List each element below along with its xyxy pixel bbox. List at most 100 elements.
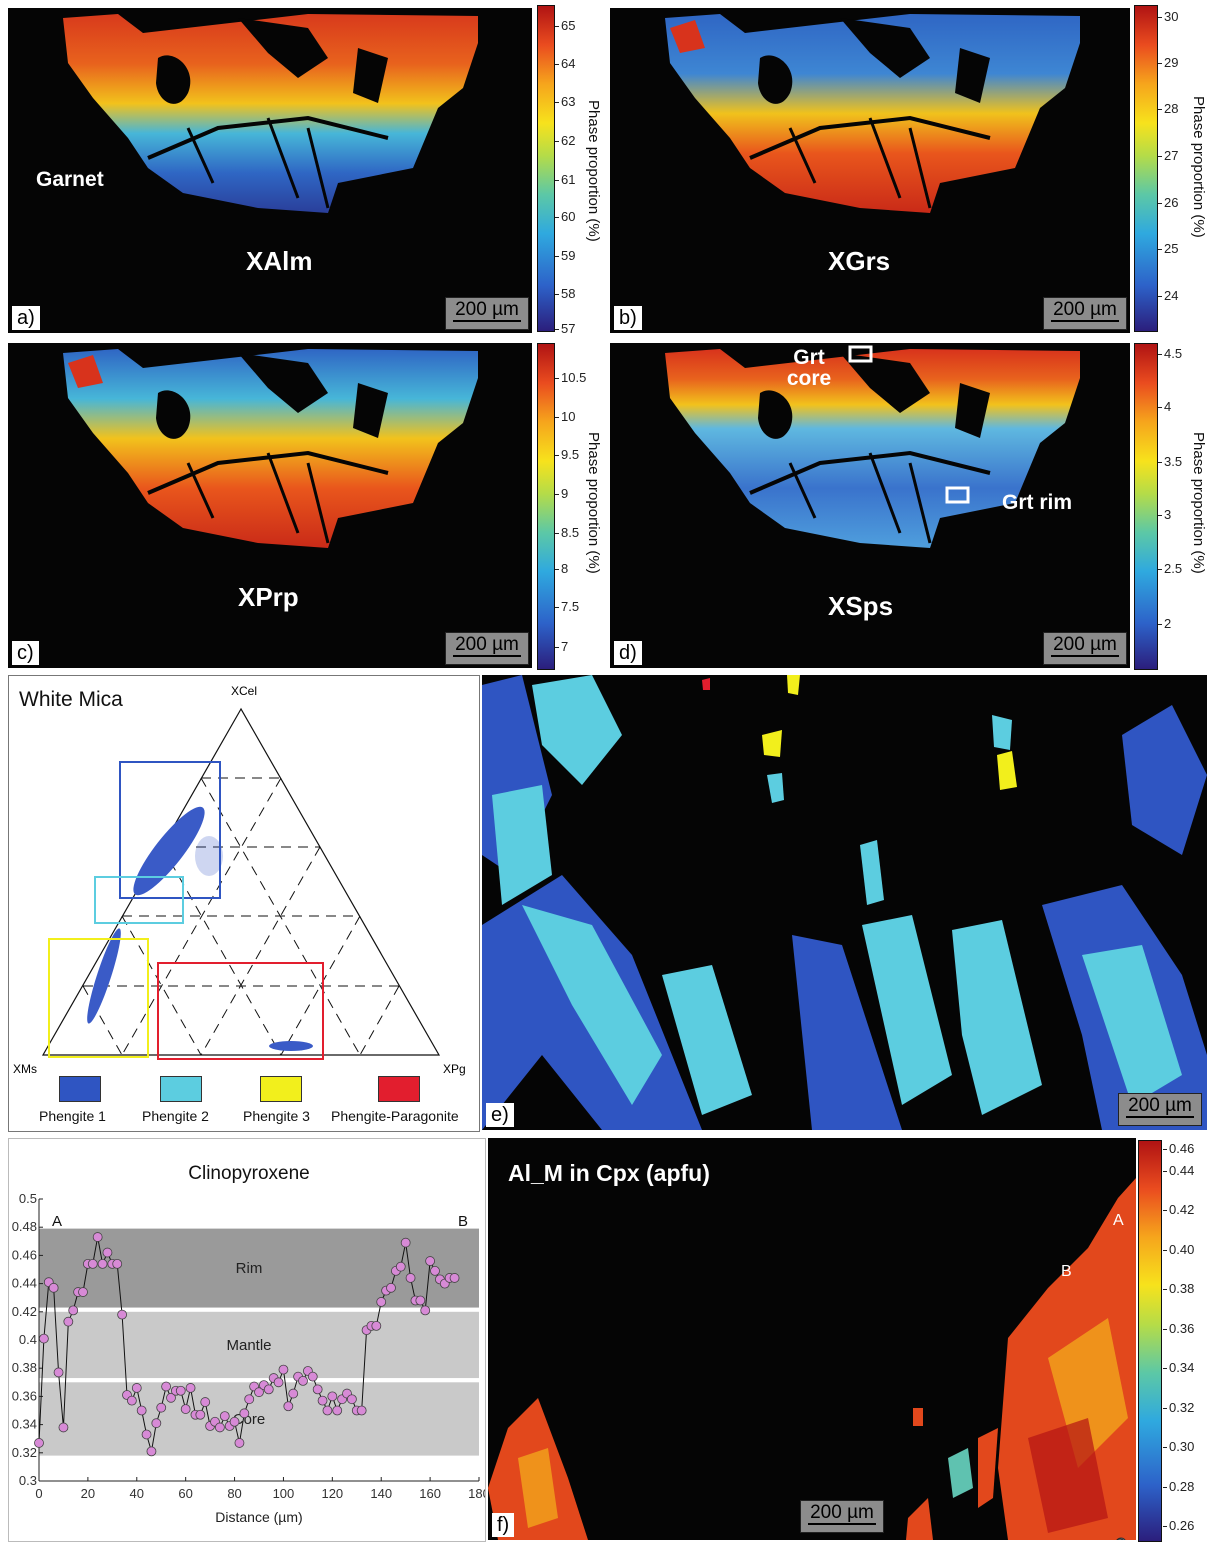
data-point — [425, 1256, 436, 1266]
apex-xms-label: XMs — [13, 1062, 37, 1076]
colorbar-tick: 64 — [554, 56, 576, 71]
band-label-mantle: Mantle — [226, 1337, 271, 1354]
scale-bar: 200 µm — [445, 632, 529, 665]
data-point — [200, 1397, 211, 1407]
grt-core-label-line1: Grt — [793, 346, 825, 369]
colorbar-tick: 61 — [554, 172, 576, 187]
data-point — [34, 1438, 44, 1448]
y-tick-label: 0.4 — [19, 1332, 37, 1347]
colorbar-c — [537, 343, 555, 670]
data-point — [254, 1387, 264, 1398]
data-point — [136, 1405, 147, 1416]
panel-letter-b: b) — [614, 306, 642, 330]
colorbar-tick: 25 — [1157, 241, 1179, 256]
colorbar-b-label: Phase proportion (%) — [1190, 96, 1207, 238]
data-point — [263, 1384, 274, 1395]
panel-d-title: XSps — [828, 591, 894, 621]
data-point — [405, 1273, 416, 1283]
white-mica-ternary-panel: White Mica XCel XMs XPg — [8, 675, 480, 1132]
colorbar-tick: 7.5 — [554, 599, 580, 614]
data-point — [307, 1371, 318, 1382]
data-point — [288, 1388, 299, 1399]
legend-swatch-phengite-1 — [59, 1076, 101, 1102]
map-panel-c: XPrp 200 µm c) — [8, 343, 532, 668]
panel-c-title: XPrp — [238, 582, 299, 612]
colorbar-tick: 58 — [554, 286, 576, 301]
colorbar-tick: 0.26 — [1162, 1518, 1195, 1533]
garnet-label: Garnet — [36, 168, 104, 191]
colorbar-tick: 7 — [554, 639, 569, 654]
colorbar-tick: 0.38 — [1162, 1281, 1195, 1296]
colorbar-tick: 29 — [1157, 55, 1179, 70]
data-point — [87, 1258, 98, 1269]
data-point — [78, 1287, 88, 1297]
legend-label: Phengite 2 — [142, 1108, 209, 1124]
data-point — [102, 1247, 113, 1258]
colorbar-c-label: Phase proportion (%) — [585, 432, 602, 574]
clinopyroxene-profile-panel: RimMantleCore0204060801001201401601800.3… — [8, 1138, 490, 1542]
apex-xpg-label: XPg — [443, 1062, 466, 1076]
data-point — [322, 1405, 333, 1416]
data-point — [346, 1394, 357, 1405]
data-point — [53, 1367, 64, 1378]
white-mica-title: White Mica — [19, 688, 123, 711]
data-point — [430, 1266, 440, 1276]
map-panel-d: Grt core Grt rim XSps 200 µm d) — [610, 343, 1130, 668]
colorbar-tick: 65 — [554, 18, 576, 33]
y-tick-label: 0.38 — [12, 1360, 37, 1375]
panel-letter-f: f) — [492, 1513, 515, 1537]
white-mica-map — [482, 675, 1207, 1130]
scale-bar: 200 µm — [1043, 632, 1127, 665]
panel-letter-c: c) — [12, 641, 39, 665]
colorbar-tick: 2 — [1157, 616, 1172, 631]
x-tick-label: 40 — [130, 1486, 144, 1501]
data-point — [63, 1316, 74, 1327]
data-point — [371, 1320, 382, 1331]
colorbar-tick: 0.46 — [1162, 1141, 1195, 1156]
corner-label-a: A — [52, 1213, 62, 1230]
x-tick-label: 60 — [178, 1486, 192, 1501]
data-point — [151, 1418, 162, 1429]
apex-xcel-label: XCel — [231, 684, 258, 698]
colorbar-d-label: Phase proportion (%) — [1190, 432, 1207, 574]
panel-a-title: XAlm — [246, 246, 313, 276]
colorbar-a-label: Phase proportion (%) — [585, 100, 602, 242]
data-point — [180, 1404, 191, 1414]
scale-bar: 200 µm — [1118, 1093, 1202, 1126]
colorbar-tick: 8.5 — [554, 525, 580, 540]
y-tick-label: 0.48 — [12, 1219, 37, 1234]
colorbar-tick: 4 — [1157, 399, 1172, 414]
scale-bar: 200 µm — [445, 297, 529, 330]
data-point — [161, 1381, 172, 1392]
data-point — [229, 1416, 240, 1427]
point-b-label: B — [1061, 1263, 1072, 1280]
scale-bar: 200 µm — [800, 1500, 884, 1533]
data-point — [48, 1282, 59, 1293]
data-point — [298, 1375, 308, 1386]
colorbar-tick: 30 — [1157, 9, 1179, 24]
colorbar-tick: 3.5 — [1157, 454, 1183, 469]
scale-bar-label: 200 µm — [1126, 1095, 1194, 1118]
colorbar-tick: 27 — [1157, 148, 1179, 163]
panel-b-title: XGrs — [828, 246, 891, 276]
ternary-diagram — [41, 707, 441, 1060]
data-point — [376, 1297, 387, 1307]
data-point — [68, 1305, 79, 1316]
data-point — [312, 1384, 323, 1395]
legend-label: Phengite 3 — [243, 1108, 310, 1124]
colorbar-tick: 0.40 — [1162, 1242, 1195, 1257]
map-panel-f: Al_M in Cpx (apfu) 200 µm f) — [488, 1138, 1136, 1540]
legend-label: Phengite-Paragonite — [331, 1108, 459, 1124]
garnet-xgrs-map — [665, 14, 1080, 213]
data-point — [126, 1395, 137, 1406]
data-point — [283, 1401, 294, 1412]
data-point — [185, 1383, 196, 1393]
grt-rim-label: Grt rim — [1002, 491, 1073, 514]
colorbar-a — [537, 5, 555, 332]
data-point — [327, 1391, 338, 1402]
legend-swatch-phengite-2 — [160, 1076, 202, 1102]
data-point — [400, 1237, 411, 1248]
colorbar-d — [1134, 343, 1158, 670]
data-point — [92, 1232, 103, 1242]
x-tick-label: 180 — [468, 1486, 485, 1501]
